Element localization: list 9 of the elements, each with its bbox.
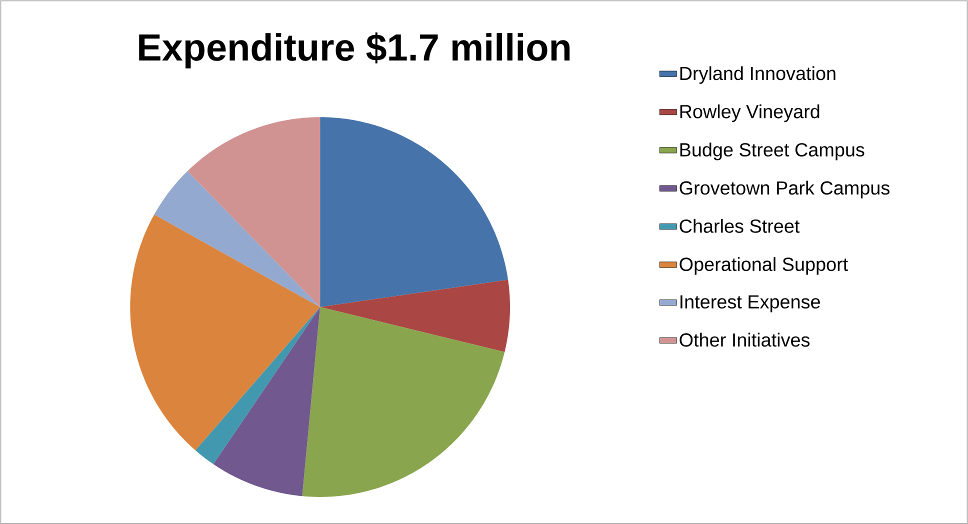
chart-title: Expenditure $1.7 million xyxy=(139,32,570,68)
legend-label: Other Initiatives xyxy=(680,332,810,347)
legend-label: Budge Street Campus xyxy=(680,142,864,160)
legend-label: Rowley Vineyard xyxy=(680,104,820,122)
legend-label: Interest Expense xyxy=(680,295,820,312)
legend-label: Charles Street xyxy=(680,218,800,233)
legend-label: Dryland Innovation xyxy=(680,66,836,84)
legend-label: Operational Support xyxy=(680,257,848,275)
legend-label: Grovetown Park Campus xyxy=(680,180,890,198)
